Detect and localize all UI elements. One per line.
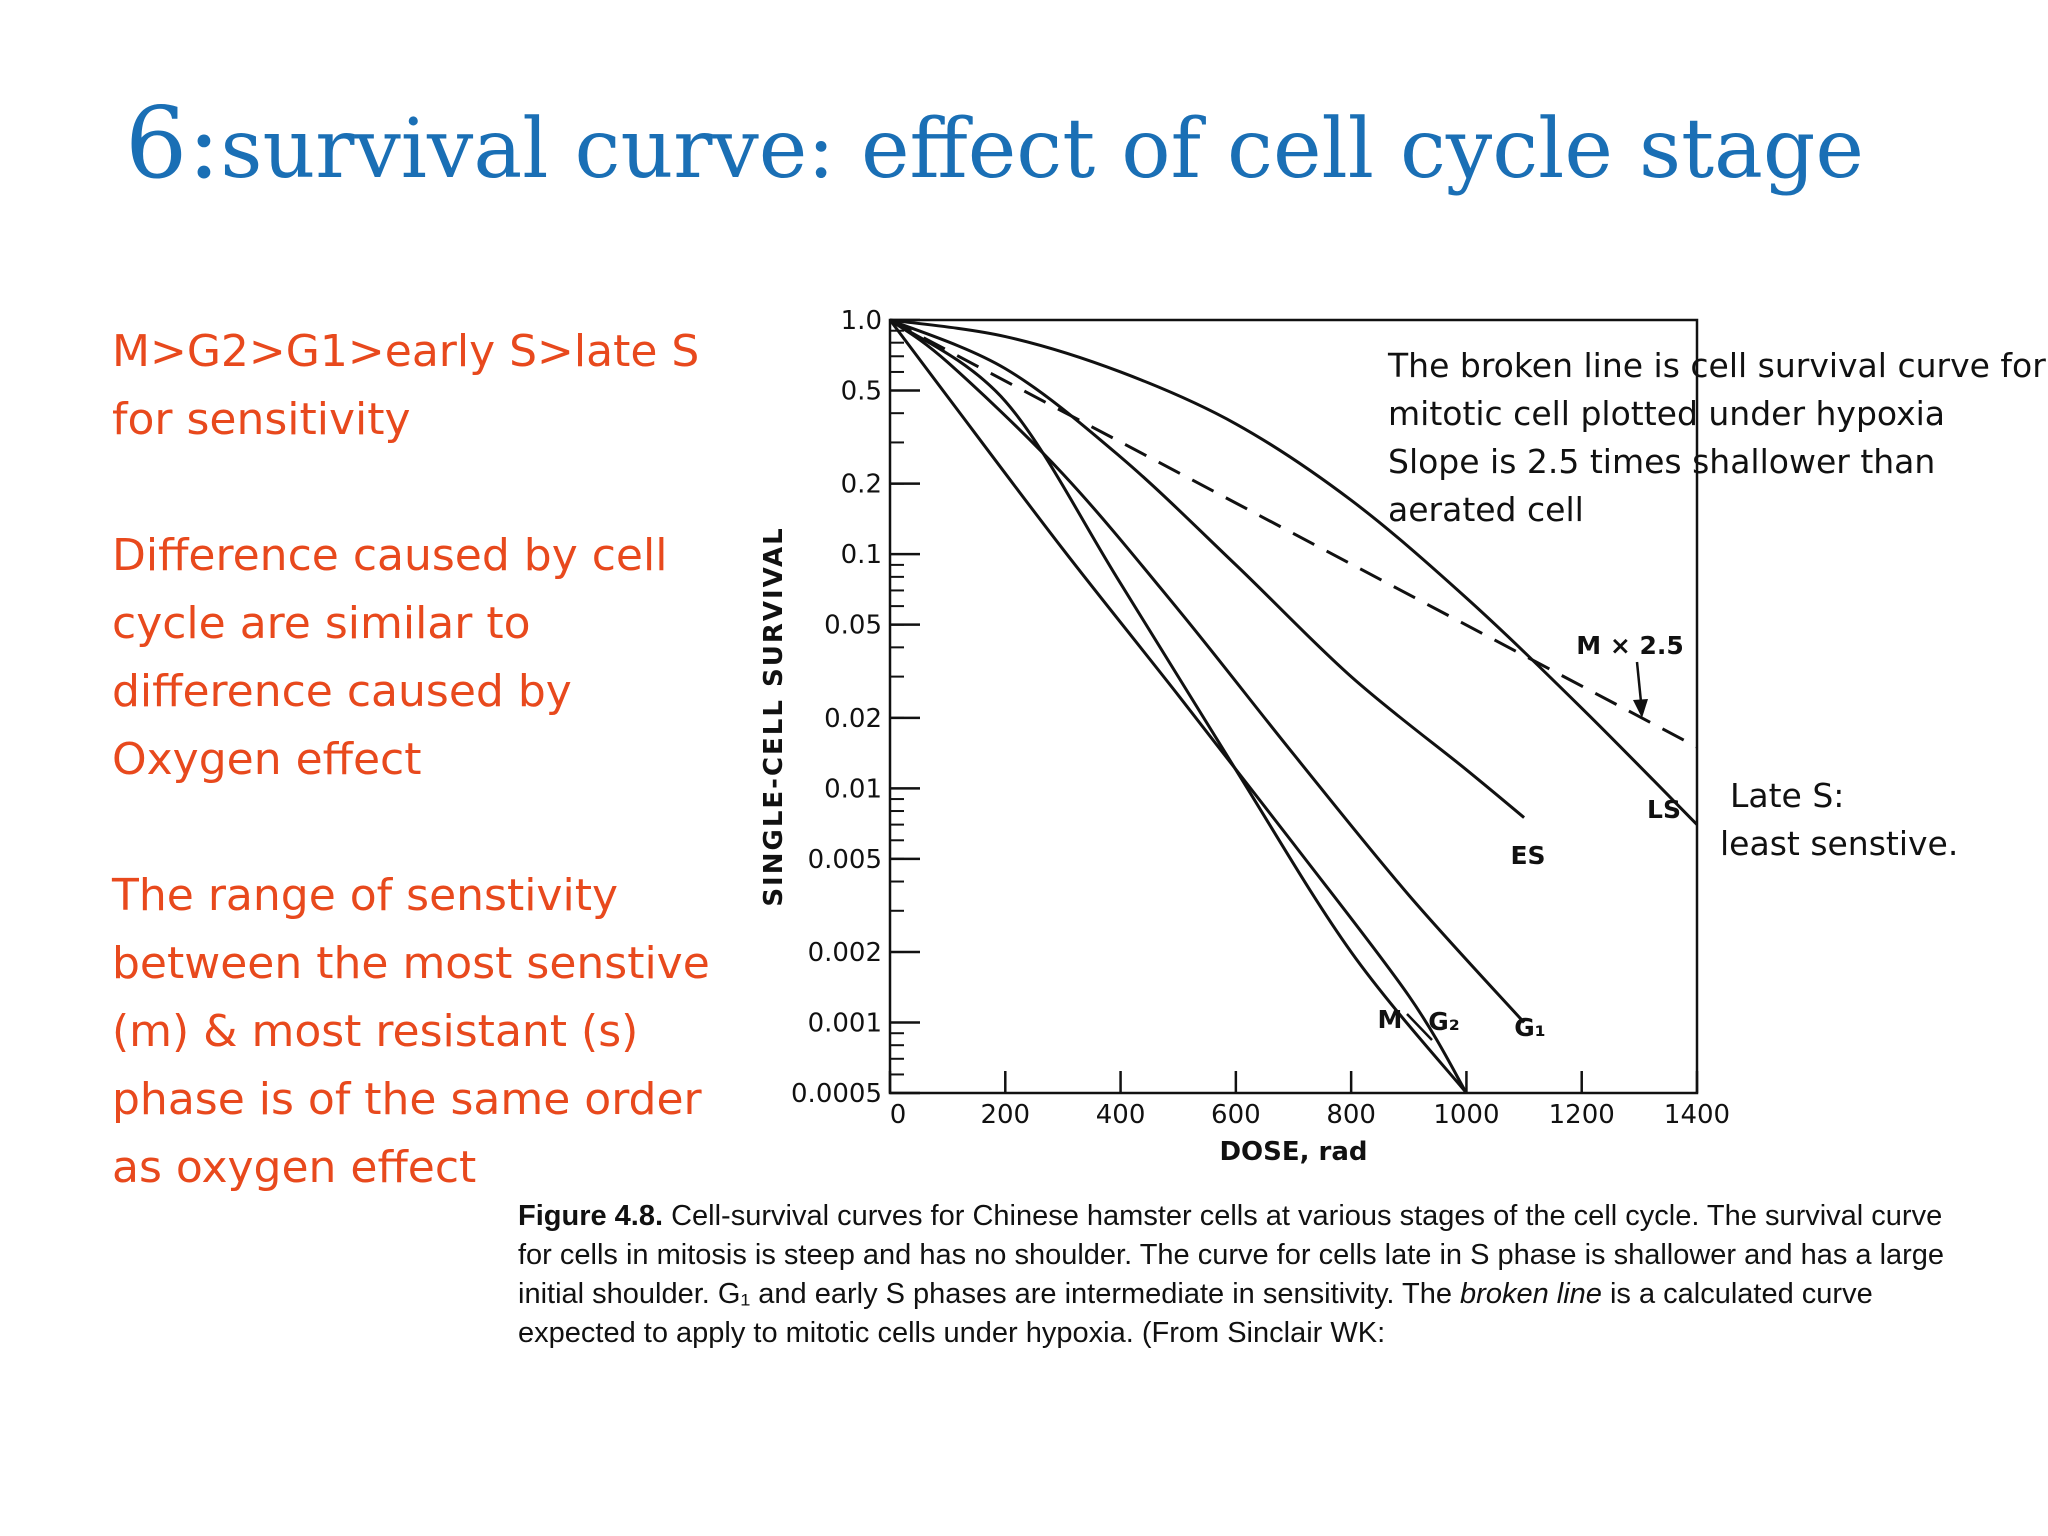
bullet-cell-cycle-difference: Difference caused by cell cycle are simi… <box>112 530 668 785</box>
series-label-m-2-5: M × 2.5 <box>1576 631 1684 660</box>
series-label-ls: LS <box>1647 795 1681 824</box>
late-s-annotation: Late S: least senstive. <box>1720 772 1958 868</box>
y-tick-label: 0.0005 <box>791 1079 882 1109</box>
mx25-arrowhead <box>1633 699 1648 718</box>
plot-frame <box>888 318 1699 1095</box>
x-tick-label: 0 <box>890 1100 907 1130</box>
caption-italic-term: broken line <box>1460 1278 1602 1310</box>
series-line-m-2-5 <box>889 318 1698 749</box>
figure-caption: Figure 4.8. Cell-survival curves for Chi… <box>518 1197 1978 1353</box>
series-line-es <box>889 318 1526 819</box>
y-tick-label: 0.05 <box>824 611 882 641</box>
x-tick-label: 400 <box>1096 1100 1146 1130</box>
m-label-pointer <box>1406 1013 1433 1041</box>
broken-line-annotation-line-1: The broken line is cell survival curve f… <box>1388 346 2046 385</box>
caption-text-1: Cell-survival curves for Chinese hamster… <box>518 1200 1945 1310</box>
y-tick-label: 1.0 <box>841 306 882 336</box>
caption-text-2: is a calculated curve expected to apply … <box>518 1278 1873 1349</box>
series-line-g <box>889 318 1468 1094</box>
broken-line-annotation: The broken line is cell survival curve f… <box>1388 342 2046 534</box>
y-tick-label: 0.1 <box>841 540 882 570</box>
x-tick-label: 1200 <box>1549 1100 1615 1130</box>
late-s-annotation-line-1: Late S: <box>1730 776 1845 815</box>
y-tick-label: 0.002 <box>808 938 882 968</box>
y-tick-label: 0.005 <box>808 845 882 875</box>
y-axis-label: SINGLE-CELL SURVIVAL <box>759 526 789 906</box>
bullet-sensitivity-order: M>G2>G1>early S>late S for sensitivity <box>112 326 700 445</box>
x-tick-label: 1000 <box>1433 1100 1499 1130</box>
x-axis-label: DOSE, rad <box>1219 1137 1367 1167</box>
bullet-list: M>G2>G1>early S>late S for sensitivity D… <box>112 318 712 1270</box>
series-label-m: M <box>1378 1005 1403 1034</box>
x-tick-label: 600 <box>1211 1100 1261 1130</box>
series-line-g <box>889 318 1526 1024</box>
x-tick-label: 800 <box>1326 1100 1376 1130</box>
x-tick-label: 200 <box>980 1100 1030 1130</box>
bullet-sensitivity-range: The range of senstivity between the most… <box>112 870 710 1193</box>
x-tick-label: 1400 <box>1664 1100 1730 1130</box>
y-tick-label: 0.01 <box>824 774 882 804</box>
broken-line-annotation-line-3: Slope is 2.5 times shallower than <box>1388 442 1936 481</box>
broken-line-annotation-line-2: mitotic cell plotted under hypoxia <box>1388 394 1946 433</box>
y-tick-label: 0.2 <box>841 470 882 500</box>
series-label-g: G₂ <box>1428 1007 1459 1036</box>
series-label-es: ES <box>1510 841 1545 870</box>
caption-figure-label: Figure 4.8. <box>518 1200 664 1232</box>
y-tick-label: 0.02 <box>824 704 882 734</box>
late-s-annotation-line-2: least senstive. <box>1720 824 1959 863</box>
slide-title: 6:survival curve: effect of cell cycle s… <box>125 95 1864 193</box>
y-tick-label: 0.5 <box>841 376 882 406</box>
series-label-g: G₁ <box>1514 1013 1545 1042</box>
series-line-ls <box>889 318 1699 826</box>
broken-line-annotation-line-4: aerated cell <box>1388 490 1584 529</box>
y-tick-label: 0.001 <box>808 1009 882 1039</box>
slide-title-text: survival curve: effect of cell cycle sta… <box>220 102 1864 197</box>
slide-title-number: 6: <box>125 87 221 201</box>
series-line-m <box>888 319 1468 1094</box>
